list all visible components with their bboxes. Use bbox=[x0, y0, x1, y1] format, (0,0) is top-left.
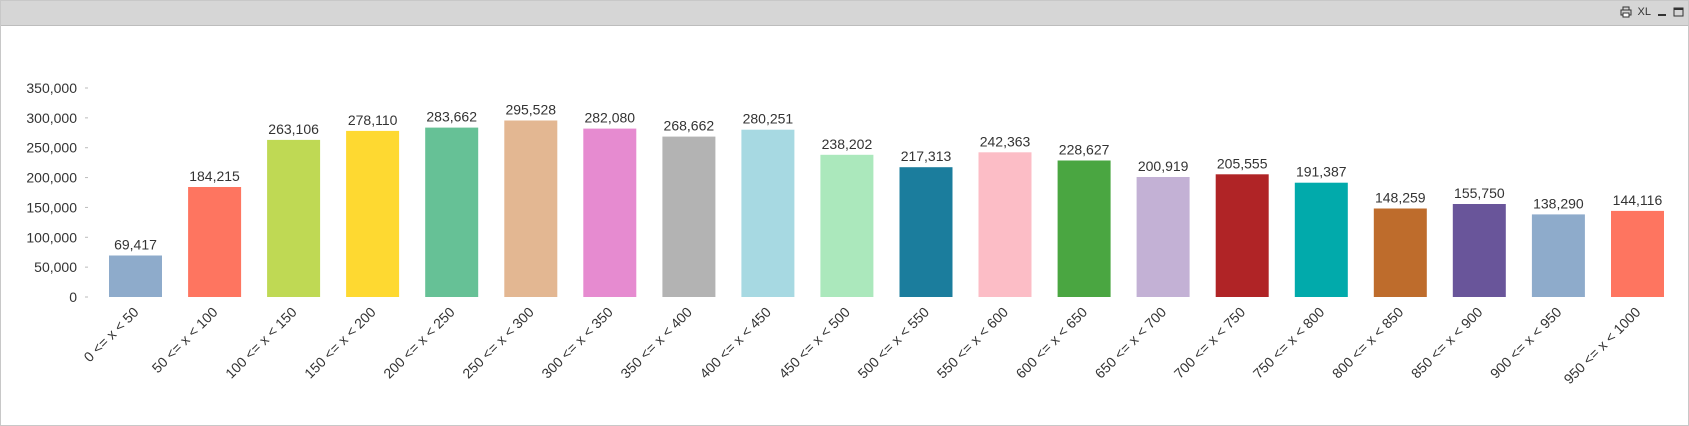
x-tick-label: 450 <= x < 500 bbox=[775, 304, 853, 382]
bar[interactable] bbox=[741, 129, 795, 297]
bar[interactable] bbox=[346, 130, 400, 297]
bar-value-label: 69,417 bbox=[114, 237, 157, 253]
x-tick-label: 700 <= x < 750 bbox=[1171, 304, 1249, 382]
y-tick-label: 350,000 bbox=[26, 80, 77, 96]
bar-value-label: 205,555 bbox=[1217, 155, 1268, 171]
bar[interactable] bbox=[1611, 210, 1664, 297]
caption-bar: XL bbox=[1, 1, 1688, 26]
x-tick-label: 150 <= x < 200 bbox=[301, 304, 379, 382]
bar-value-label: 282,080 bbox=[584, 110, 635, 126]
bar[interactable] bbox=[504, 120, 558, 298]
bar[interactable] bbox=[978, 152, 1032, 297]
bar-value-label: 268,662 bbox=[664, 118, 715, 134]
bar[interactable] bbox=[109, 255, 162, 298]
x-tick-label: 600 <= x < 650 bbox=[1013, 304, 1091, 382]
bar-value-label: 144,116 bbox=[1613, 192, 1663, 208]
y-tick-label: 300,000 bbox=[26, 110, 77, 126]
maximize-icon[interactable] bbox=[1673, 6, 1684, 18]
bar-value-label: 238,202 bbox=[822, 136, 873, 152]
bar-value-label: 283,662 bbox=[426, 109, 477, 125]
x-tick-label: 900 <= x < 950 bbox=[1487, 304, 1565, 382]
bar[interactable] bbox=[267, 139, 321, 297]
bar-value-label: 217,313 bbox=[901, 148, 952, 164]
bar-chart: 0 50,000 100,000 150,000 200,000 250,000 300,0… bbox=[26, 80, 1664, 387]
x-tick-label: 400 <= x < 450 bbox=[696, 304, 774, 382]
bar-value-label: 278,110 bbox=[348, 112, 398, 128]
bar[interactable] bbox=[1136, 177, 1190, 297]
y-tick-label: 50,000 bbox=[34, 259, 77, 275]
minimize-icon[interactable] bbox=[1657, 6, 1667, 18]
y-axis: 0 50,000 100,000 150,000 200,000 250,000 300,0… bbox=[26, 80, 88, 305]
x-tick-label: 500 <= x < 550 bbox=[854, 304, 932, 382]
x-tick-label: 750 <= x < 800 bbox=[1250, 304, 1328, 382]
x-axis-labels: 0 <= x < 50 50 <= x < 100 100 <= x < 150 15… bbox=[80, 304, 1643, 387]
bar[interactable] bbox=[899, 167, 953, 297]
bar[interactable] bbox=[820, 154, 874, 297]
value-labels: 69,417 184,215 263,106 278,110 283,662 295,52… bbox=[114, 102, 1662, 253]
x-tick-label: 250 <= x < 300 bbox=[459, 304, 537, 382]
chart-area: 0 50,000 100,000 150,000 200,000 250,000 300,0… bbox=[1, 26, 1688, 425]
y-tick-label: 200,000 bbox=[26, 170, 77, 186]
print-icon[interactable] bbox=[1620, 6, 1632, 18]
x-tick-label: 50 <= x < 100 bbox=[149, 304, 221, 376]
bars bbox=[109, 120, 1664, 298]
x-tick-label: 950 <= x < 1000 bbox=[1560, 304, 1643, 387]
bar[interactable] bbox=[583, 128, 637, 297]
bar[interactable] bbox=[662, 136, 716, 297]
bar[interactable] bbox=[1452, 204, 1506, 297]
y-tick-label: 150,000 bbox=[26, 199, 77, 215]
bar-value-label: 295,528 bbox=[505, 102, 556, 118]
caption-tools: XL bbox=[1620, 4, 1684, 20]
y-tick-label: 250,000 bbox=[26, 140, 77, 156]
x-tick-label: 300 <= x < 350 bbox=[538, 304, 616, 382]
bar-value-label: 200,919 bbox=[1138, 158, 1189, 174]
x-tick-label: 350 <= x < 400 bbox=[617, 304, 695, 382]
x-tick-label: 850 <= x < 900 bbox=[1408, 304, 1486, 382]
bar-value-label: 138,290 bbox=[1533, 195, 1584, 211]
x-tick-label: 800 <= x < 850 bbox=[1329, 304, 1407, 382]
bar-value-label: 242,363 bbox=[980, 133, 1031, 149]
bar-value-label: 228,627 bbox=[1059, 142, 1110, 158]
bar[interactable] bbox=[1057, 160, 1111, 298]
x-tick-label: 200 <= x < 250 bbox=[380, 304, 458, 382]
x-tick-label: 0 <= x < 50 bbox=[80, 304, 141, 365]
y-tick-label: 0 bbox=[69, 289, 77, 305]
y-tick-label: 100,000 bbox=[26, 229, 77, 245]
x-tick-label: 100 <= x < 150 bbox=[222, 304, 300, 382]
x-tick-label: 650 <= x < 700 bbox=[1092, 304, 1170, 382]
bar[interactable] bbox=[1294, 182, 1348, 297]
xl-export-button[interactable]: XL bbox=[1637, 6, 1651, 18]
bar-value-label: 191,387 bbox=[1296, 164, 1347, 180]
bar-value-label: 280,251 bbox=[743, 111, 794, 127]
bar[interactable] bbox=[188, 187, 242, 297]
bar[interactable] bbox=[1215, 174, 1269, 297]
bar[interactable] bbox=[425, 127, 479, 297]
x-tick-label: 550 <= x < 600 bbox=[934, 304, 1012, 382]
bar-value-label: 148,259 bbox=[1375, 190, 1426, 206]
bar[interactable] bbox=[1373, 208, 1427, 298]
bar-value-label: 184,215 bbox=[189, 168, 240, 184]
bar-value-label: 263,106 bbox=[268, 121, 319, 137]
bar-value-label: 155,750 bbox=[1454, 185, 1505, 201]
bar[interactable] bbox=[1531, 214, 1585, 297]
